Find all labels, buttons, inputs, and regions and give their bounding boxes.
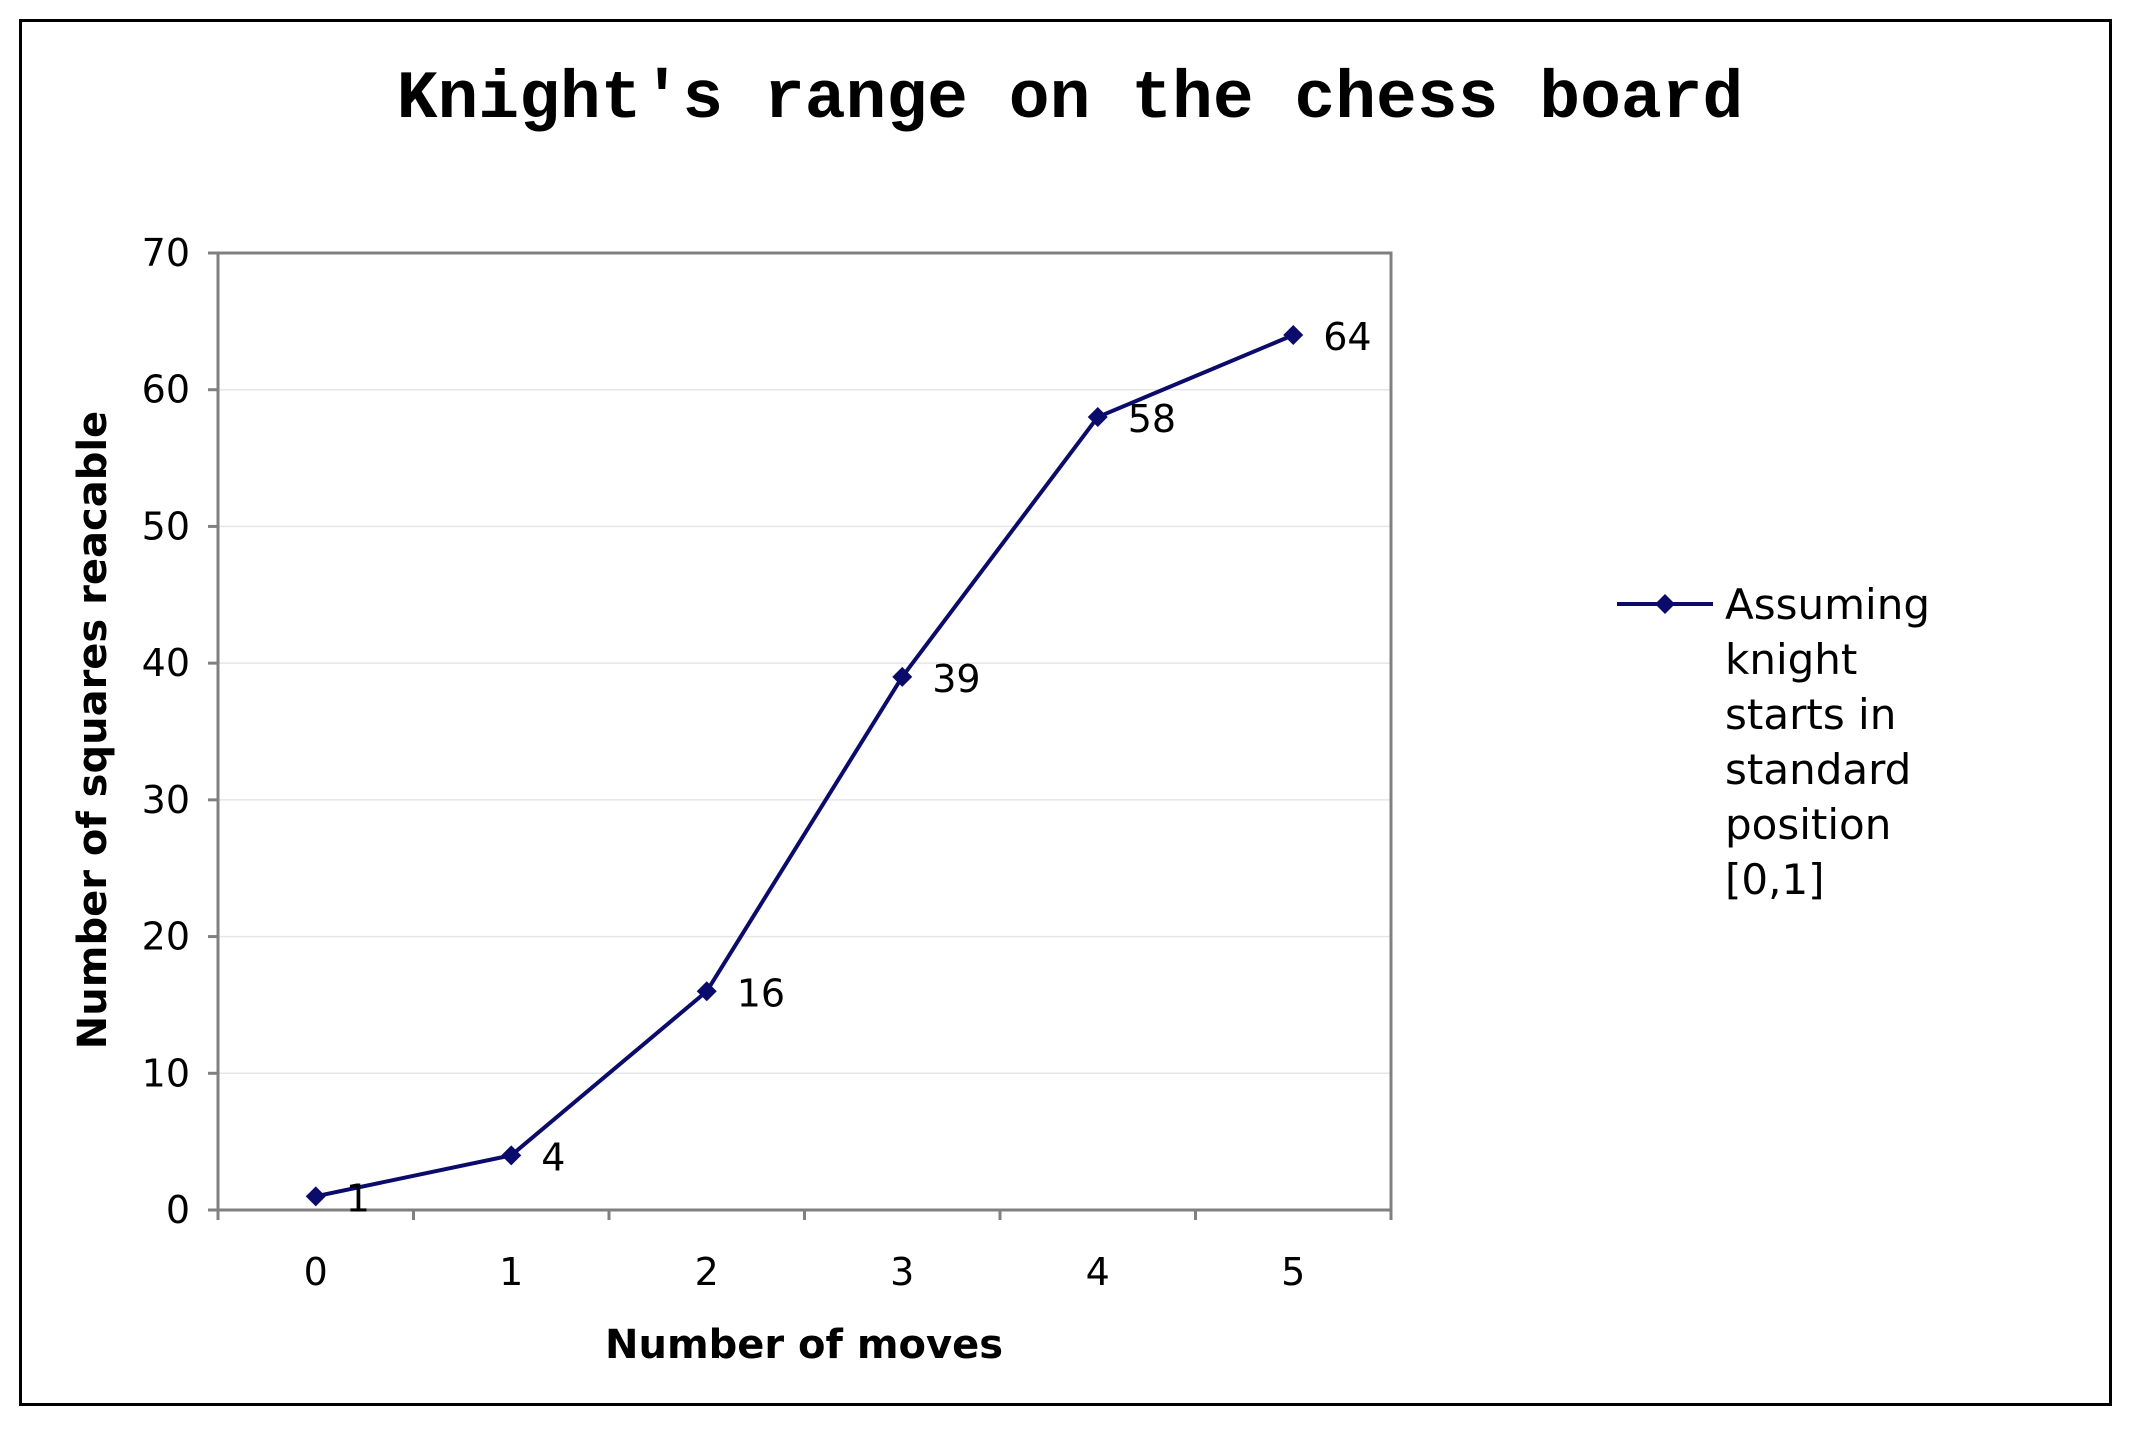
data-point	[1087, 407, 1108, 428]
y-tick-label: 0	[166, 1188, 190, 1232]
legend-label: [0,1]	[1725, 855, 1825, 904]
legend-label: Assuming	[1725, 580, 1930, 629]
legend-label: starts in	[1725, 690, 1896, 739]
gridlines	[218, 388, 1391, 1075]
x-tick-label: 5	[1281, 1250, 1305, 1294]
x-tick-label: 0	[304, 1250, 328, 1294]
data-point	[1283, 325, 1304, 346]
chart-title: Knight's range on the chess board	[397, 61, 1744, 138]
y-tick-label: 20	[142, 915, 190, 959]
y-tick-label: 70	[142, 231, 190, 275]
data-point	[892, 666, 913, 687]
plot-background	[218, 253, 1391, 1210]
data-label: 58	[1128, 397, 1176, 441]
y-tick-label: 60	[142, 368, 190, 412]
data-label: 64	[1323, 315, 1371, 359]
series-layer	[305, 325, 1304, 1207]
y-tick-label: 40	[142, 641, 190, 685]
data-label: 4	[541, 1135, 565, 1179]
data-label: 1	[346, 1176, 370, 1220]
data-point	[696, 981, 717, 1002]
x-tick-label: 3	[890, 1250, 914, 1294]
x-axis-title: Number of moves	[605, 1322, 1003, 1368]
y-tick-label: 30	[142, 778, 190, 822]
legend-label: knight	[1725, 635, 1857, 684]
data-point	[305, 1186, 326, 1207]
x-tick-label: 1	[499, 1250, 523, 1294]
data-point	[501, 1145, 522, 1166]
data-labels: 1 4 16 39 58 64	[346, 315, 1372, 1220]
legend-label: standard	[1725, 745, 1911, 794]
data-label: 16	[737, 971, 785, 1015]
x-axis: 0 1 2 3 4 5	[216, 1210, 1393, 1294]
data-label: 39	[932, 657, 980, 701]
y-tick-label: 50	[142, 504, 190, 548]
series-line	[315, 333, 1295, 1199]
legend-marker	[1655, 594, 1675, 614]
legend-label: position	[1725, 800, 1891, 849]
y-axis-title: Number of squares reacable	[70, 411, 116, 1049]
legend: Assuming knight starts in standard position […	[1617, 580, 1930, 904]
y-tick-label: 10	[142, 1051, 190, 1095]
x-tick-label: 2	[695, 1250, 719, 1294]
y-axis: 0 10 20 30 40 50 60 70	[142, 231, 218, 1232]
x-tick-label: 4	[1086, 1250, 1110, 1294]
